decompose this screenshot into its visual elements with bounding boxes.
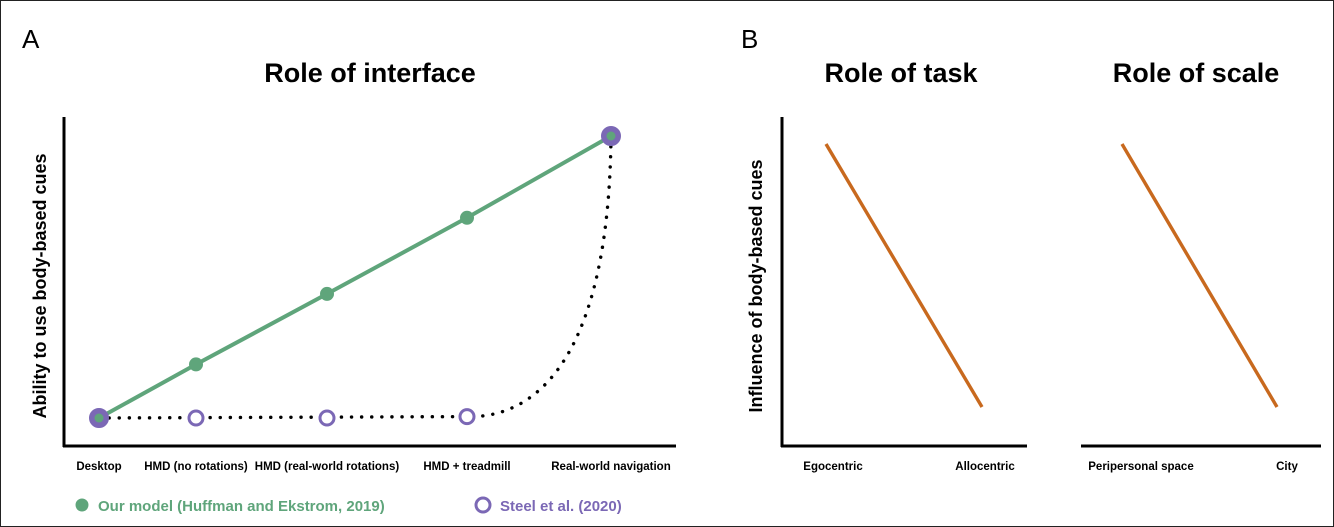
chart-a-tick-1: HMD (no rotations) [144,461,248,473]
chart-b-ylabel: Influence of body-based cues [746,159,766,412]
steel-point-2 [318,409,336,427]
our-model-point-2 [320,286,334,301]
our-model-point-1 [189,357,203,372]
chart-a-tick-2: HMD (real-world rotations) [255,461,400,473]
chart-a-tick-3: HMD + treadmill [423,461,510,473]
chart-b-tick-allocentric: Allocentric [955,461,1015,473]
our-model-point-3 [460,210,474,225]
legend-our-model-marker [75,498,89,512]
chart-a-tick-0: Desktop [76,461,121,473]
our-model-point-0 [94,413,104,423]
chart-a-legend: Our model (Huffman and Ekstrom, 2019) St… [75,496,622,515]
our-model-point-4 [606,131,616,141]
chart-b-series-line [824,143,984,408]
chart-b-title: Role of task [824,58,978,88]
chart-a-points [89,126,621,428]
steel-point-1 [187,409,205,427]
panel-b-letter: B [741,24,758,54]
chart-c-title: Role of scale [1113,58,1280,88]
chart-b-tick-egocentric: Egocentric [803,461,863,473]
legend-steel-label: Steel et al. (2020) [500,498,622,515]
chart-c-tick-peripersonal: Peripersonal space [1088,461,1193,473]
chart-a-ylabel: Ability to use body-based cues [30,153,50,418]
chart-a-axes [62,117,676,448]
chart-a-tick-4: Real-world navigation [551,461,671,473]
legend-our-model-label: Our model (Huffman and Ekstrom, 2019) [98,498,385,515]
steel-point-3 [458,408,476,426]
chart-a-ticks: Desktop HMD (no rotations) HMD (real-world… [76,461,670,473]
chart-c-tick-city: City [1276,461,1298,473]
chart-a-title: Role of interface [264,58,476,88]
panel-a-letter: A [22,24,40,54]
chart-c-series-line [1120,143,1279,408]
legend-steel-marker [474,496,492,514]
